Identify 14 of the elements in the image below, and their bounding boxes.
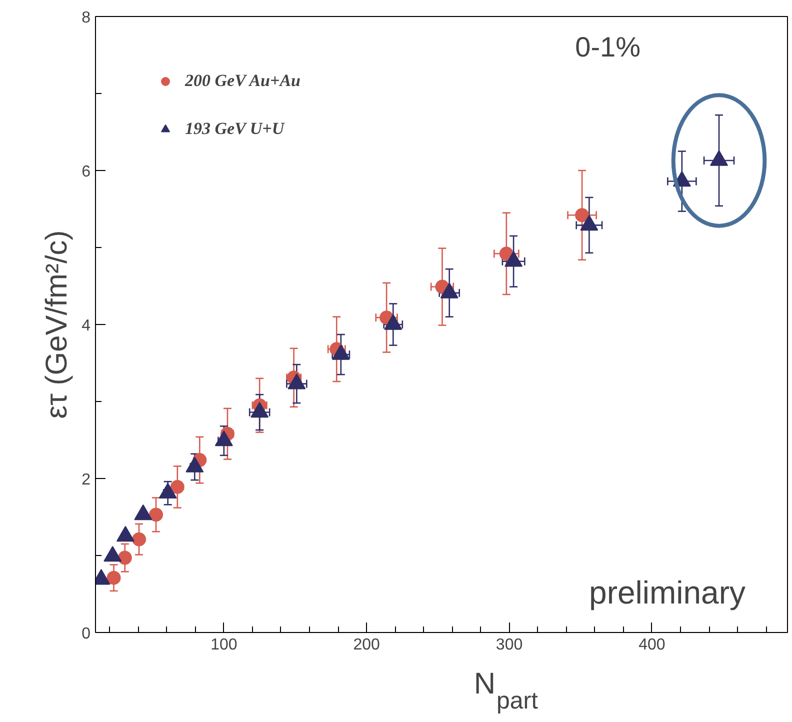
legend-label: 200 GeV Au+Au xyxy=(185,71,300,91)
x-tick-label: 100 xyxy=(210,636,238,654)
legend-label: 193 GeV U+U xyxy=(185,119,284,139)
y-tick-label: 6 xyxy=(82,164,91,180)
y-tick-label: 2 xyxy=(82,472,91,488)
y-tick-label: 8 xyxy=(82,10,91,26)
x-tick-label: 400 xyxy=(638,636,666,654)
annotation: 0-1% xyxy=(575,32,641,62)
y-axis-title: ετ (GeV/fm²/c) xyxy=(40,230,74,419)
x-tick-label: 300 xyxy=(496,636,523,654)
annotation: preliminary xyxy=(589,574,746,610)
y-tick-label: 0 xyxy=(82,626,91,642)
y-tick-label: 4 xyxy=(82,318,91,334)
x-tick-label: 200 xyxy=(353,636,380,654)
